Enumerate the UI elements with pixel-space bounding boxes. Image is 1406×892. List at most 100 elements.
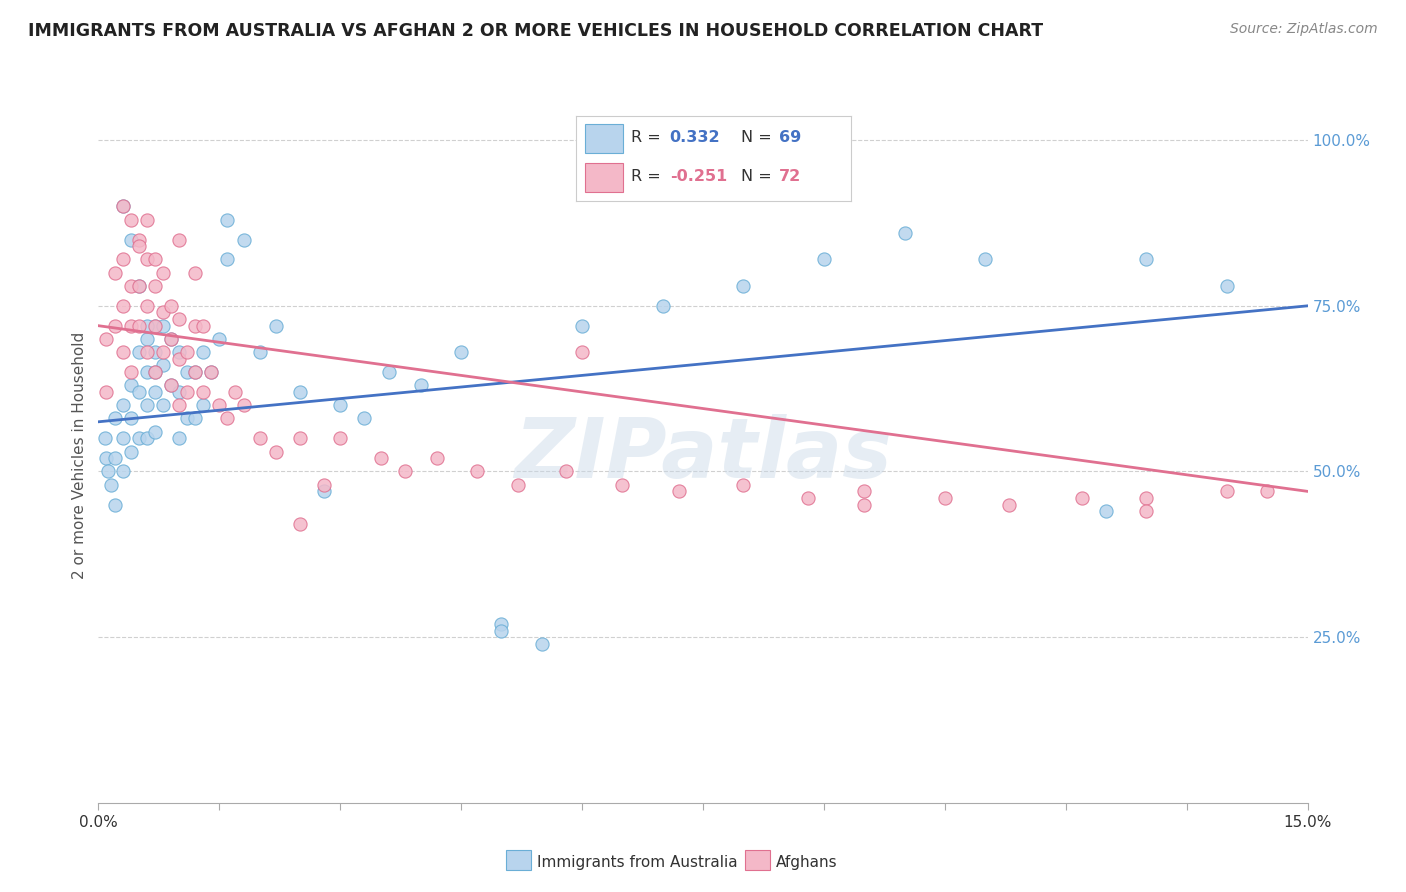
Point [128, 318, 150, 333]
Point [120, 444, 142, 458]
Point [100, 477, 122, 491]
Point [96, 451, 118, 466]
Point [128, 384, 150, 399]
Point [143, 279, 166, 293]
Text: N =: N = [741, 169, 778, 185]
Text: N =: N = [741, 130, 778, 145]
Point [103, 318, 125, 333]
Point [1135, 491, 1157, 505]
Text: R =: R = [631, 169, 666, 185]
Point [120, 279, 142, 293]
Point [224, 384, 246, 399]
Point [135, 345, 157, 359]
Point [111, 252, 134, 267]
Point [193, 318, 215, 333]
Point [1216, 279, 1239, 293]
Point [128, 279, 150, 293]
Point [135, 212, 157, 227]
Point [120, 411, 142, 425]
Point [103, 451, 125, 466]
Point [232, 233, 254, 247]
Point [184, 365, 207, 379]
Point [111, 345, 134, 359]
Point [120, 233, 142, 247]
Point [135, 252, 157, 267]
Point [135, 431, 157, 445]
Text: Immigrants from Australia: Immigrants from Australia [537, 855, 738, 870]
Point [530, 637, 553, 651]
Point [111, 398, 134, 412]
Point [813, 252, 835, 267]
Point [353, 411, 375, 425]
Point [135, 398, 157, 412]
Point [1135, 504, 1157, 518]
Point [176, 345, 198, 359]
Point [135, 365, 157, 379]
Point [111, 299, 134, 313]
Point [120, 318, 142, 333]
Point [651, 299, 673, 313]
Point [128, 239, 150, 253]
Point [103, 411, 125, 425]
Point [329, 431, 352, 445]
Point [1095, 504, 1118, 518]
Point [409, 378, 432, 392]
Point [152, 305, 174, 319]
Point [184, 411, 207, 425]
Point [208, 398, 231, 412]
Point [506, 477, 529, 491]
Point [491, 624, 513, 638]
Point [200, 365, 222, 379]
Point [143, 345, 166, 359]
Point [152, 345, 174, 359]
Text: Afghans: Afghans [776, 855, 838, 870]
Point [974, 252, 997, 267]
Point [571, 345, 593, 359]
Point [103, 266, 125, 280]
Point [128, 431, 150, 445]
Point [733, 279, 755, 293]
Point [143, 318, 166, 333]
Point [377, 365, 399, 379]
Point [167, 351, 190, 366]
Point [217, 411, 239, 425]
Point [249, 431, 271, 445]
Point [232, 398, 254, 412]
Point [934, 491, 956, 505]
Point [96, 384, 118, 399]
Point [555, 465, 578, 479]
Point [853, 498, 876, 512]
Point [176, 365, 198, 379]
Point [184, 318, 207, 333]
Point [143, 252, 166, 267]
Text: IMMIGRANTS FROM AUSTRALIA VS AFGHAN 2 OR MORE VEHICLES IN HOUSEHOLD CORRELATION : IMMIGRANTS FROM AUSTRALIA VS AFGHAN 2 OR… [28, 22, 1043, 40]
Text: 0.332: 0.332 [669, 130, 720, 145]
Point [167, 398, 190, 412]
Point [167, 312, 190, 326]
Point [160, 299, 183, 313]
Point [128, 279, 150, 293]
Point [160, 378, 183, 392]
Point [184, 365, 207, 379]
Point [152, 318, 174, 333]
Point [160, 378, 183, 392]
Point [217, 212, 239, 227]
Point [176, 411, 198, 425]
Point [184, 266, 207, 280]
Point [314, 477, 336, 491]
Point [167, 384, 190, 399]
Point [450, 345, 472, 359]
Point [571, 318, 593, 333]
Point [370, 451, 392, 466]
FancyBboxPatch shape [585, 124, 623, 153]
Point [128, 233, 150, 247]
Point [264, 444, 287, 458]
Text: R =: R = [631, 130, 666, 145]
Point [1135, 252, 1157, 267]
Point [200, 365, 222, 379]
Point [853, 484, 876, 499]
Text: Source: ZipAtlas.com: Source: ZipAtlas.com [1230, 22, 1378, 37]
Point [111, 199, 134, 213]
Point [193, 384, 215, 399]
Point [249, 345, 271, 359]
